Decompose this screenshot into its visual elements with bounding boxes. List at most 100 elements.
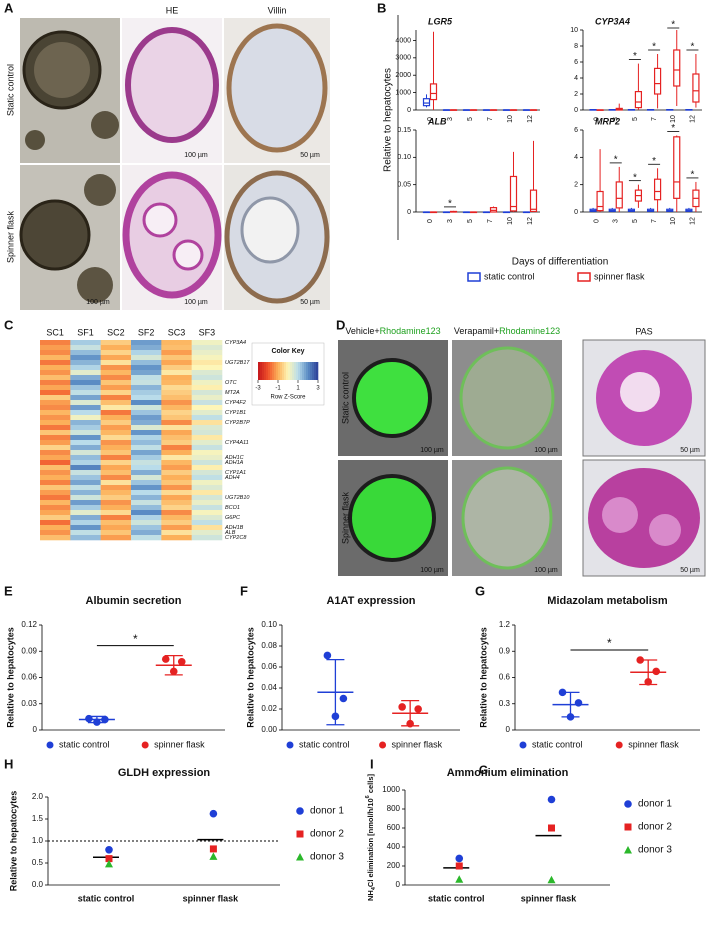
heatmap-cell bbox=[161, 370, 192, 376]
legend-label: donor 3 bbox=[638, 845, 672, 856]
heatmap-cell bbox=[191, 340, 223, 346]
heatmap-cell bbox=[100, 495, 132, 501]
heatmap-cell bbox=[161, 415, 192, 421]
heatmap-cell bbox=[100, 455, 132, 461]
x-tick-label: spinner flask bbox=[183, 893, 240, 903]
point bbox=[101, 715, 109, 724]
y-tick-label: 1.5 bbox=[32, 814, 44, 823]
panel-label: E bbox=[4, 583, 13, 598]
heatmap-cell bbox=[40, 405, 71, 411]
organoid bbox=[649, 514, 681, 546]
row-label: ADH1C bbox=[224, 455, 244, 461]
heatmap-cell bbox=[161, 365, 192, 371]
heatmap-cell bbox=[131, 375, 162, 381]
row-label: CYP2C8 bbox=[225, 535, 247, 541]
x-tick-label: 3 bbox=[447, 219, 454, 223]
heatmap-cell bbox=[161, 395, 192, 401]
row-label: CYP1A1 bbox=[225, 470, 246, 476]
heatmap-cell bbox=[70, 460, 101, 466]
heatmap-cell bbox=[161, 530, 192, 536]
heatmap-cell bbox=[40, 490, 71, 496]
heatmap-cell bbox=[40, 465, 71, 471]
organoid bbox=[240, 196, 300, 264]
heatmap-cell bbox=[131, 380, 162, 386]
color-key-swatch bbox=[288, 362, 291, 380]
y-tick-label: 2000 bbox=[395, 72, 411, 79]
heatmap-cell bbox=[70, 515, 101, 521]
heatmap-cell bbox=[40, 345, 71, 351]
y-tick-label: 3000 bbox=[395, 55, 411, 62]
heatmap-cell bbox=[100, 510, 132, 516]
color-key-swatch bbox=[298, 362, 301, 380]
point bbox=[455, 875, 464, 883]
heatmap-cell bbox=[70, 525, 101, 531]
row-label: UGT2B17 bbox=[225, 360, 250, 366]
point bbox=[161, 655, 170, 663]
heatmap-cell bbox=[70, 520, 101, 526]
heatmap-cell bbox=[100, 525, 132, 531]
x-tick-label: static control bbox=[78, 893, 135, 903]
heatmap-cell bbox=[161, 460, 192, 466]
heatmap-cell bbox=[131, 460, 162, 466]
heatmap-cell bbox=[40, 530, 71, 536]
row-label: ADH1B bbox=[224, 525, 244, 531]
heatmap-cell bbox=[70, 490, 101, 496]
heatmap-cell bbox=[191, 480, 223, 486]
y-tick-label: 0.09 bbox=[21, 646, 37, 655]
heatmap-cell bbox=[40, 445, 71, 451]
heatmap-cell bbox=[191, 470, 223, 476]
heatmap-cell bbox=[161, 360, 192, 366]
heatmap-cell bbox=[161, 520, 192, 526]
panel-label: G bbox=[475, 583, 485, 598]
color-key-swatch bbox=[294, 362, 297, 380]
heatmap-cell bbox=[131, 435, 162, 441]
y-tick-label: 0 bbox=[33, 725, 38, 734]
y-tick-label: 0.06 bbox=[261, 662, 277, 671]
heatmap-cell bbox=[100, 430, 132, 436]
heatmap-cell bbox=[70, 425, 101, 431]
heatmap-cell bbox=[131, 500, 162, 506]
organoid bbox=[602, 497, 638, 533]
heatmap-cell bbox=[191, 445, 223, 451]
y-axis-label-part: cells] bbox=[366, 774, 375, 796]
heatmap-cell bbox=[100, 405, 132, 411]
title-part: Rhodamine123 bbox=[380, 326, 441, 336]
heatmap-cell bbox=[70, 445, 101, 451]
heatmap-cell bbox=[70, 400, 101, 406]
x-tick-label: 12 bbox=[527, 217, 534, 225]
heatmap-cell bbox=[131, 405, 162, 411]
panel-label: D bbox=[336, 317, 345, 332]
heatmap-cell bbox=[40, 365, 71, 371]
box bbox=[509, 175, 518, 212]
heatmap-cell bbox=[100, 475, 132, 481]
x-axis-label: Days of differentiation bbox=[512, 257, 609, 268]
panel-d-images bbox=[338, 339, 706, 577]
row-label: UGT2B10 bbox=[225, 495, 250, 501]
heatmap-cell bbox=[161, 455, 192, 461]
heatmap-cell bbox=[40, 435, 71, 441]
heatmap-cell bbox=[191, 410, 223, 416]
organoid bbox=[25, 130, 45, 150]
row-label: ALB bbox=[224, 530, 236, 536]
heatmap-cell bbox=[40, 460, 71, 466]
subplot-title: CYP3A4 bbox=[595, 16, 630, 26]
heatmap-cell bbox=[131, 455, 162, 461]
heatmap-cell bbox=[70, 440, 101, 446]
heatmap-cell bbox=[40, 390, 71, 396]
organoid bbox=[84, 174, 116, 206]
color-key-swatch bbox=[310, 362, 313, 380]
heatmap-cell bbox=[70, 470, 101, 476]
point bbox=[209, 852, 218, 860]
heatmap-cell bbox=[131, 440, 162, 446]
heatmap-cell bbox=[191, 475, 223, 481]
heatmap-cell bbox=[100, 425, 132, 431]
heatmap-cell bbox=[70, 450, 101, 456]
heatmap-cell bbox=[40, 515, 71, 521]
column-title: HE bbox=[166, 5, 179, 15]
row-label: CYP4A11 bbox=[225, 440, 249, 446]
heatmap-cell bbox=[100, 480, 132, 486]
legend-label: donor 1 bbox=[638, 799, 672, 810]
color-key-swatch bbox=[274, 362, 277, 380]
point bbox=[93, 718, 101, 726]
chart-title: GLDH expression bbox=[118, 767, 211, 779]
